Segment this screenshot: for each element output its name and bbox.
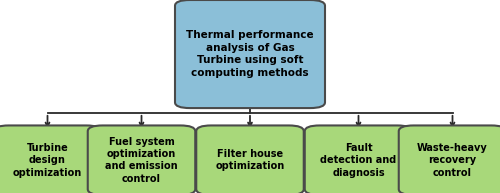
FancyBboxPatch shape <box>175 0 325 108</box>
Text: Waste-heavy
recovery
control: Waste-heavy recovery control <box>417 143 488 178</box>
FancyBboxPatch shape <box>0 125 101 193</box>
FancyBboxPatch shape <box>88 125 195 193</box>
Text: Thermal performance
analysis of Gas
Turbine using soft
computing methods: Thermal performance analysis of Gas Turb… <box>186 30 314 78</box>
Text: Filter house
optimization: Filter house optimization <box>216 149 284 171</box>
FancyBboxPatch shape <box>196 125 304 193</box>
FancyBboxPatch shape <box>399 125 500 193</box>
Text: Fuel system
optimization
and emission
control: Fuel system optimization and emission co… <box>105 137 178 184</box>
FancyBboxPatch shape <box>304 125 412 193</box>
Text: Turbine
design
optimization: Turbine design optimization <box>13 143 82 178</box>
Text: Fault
detection and
diagnosis: Fault detection and diagnosis <box>320 143 396 178</box>
